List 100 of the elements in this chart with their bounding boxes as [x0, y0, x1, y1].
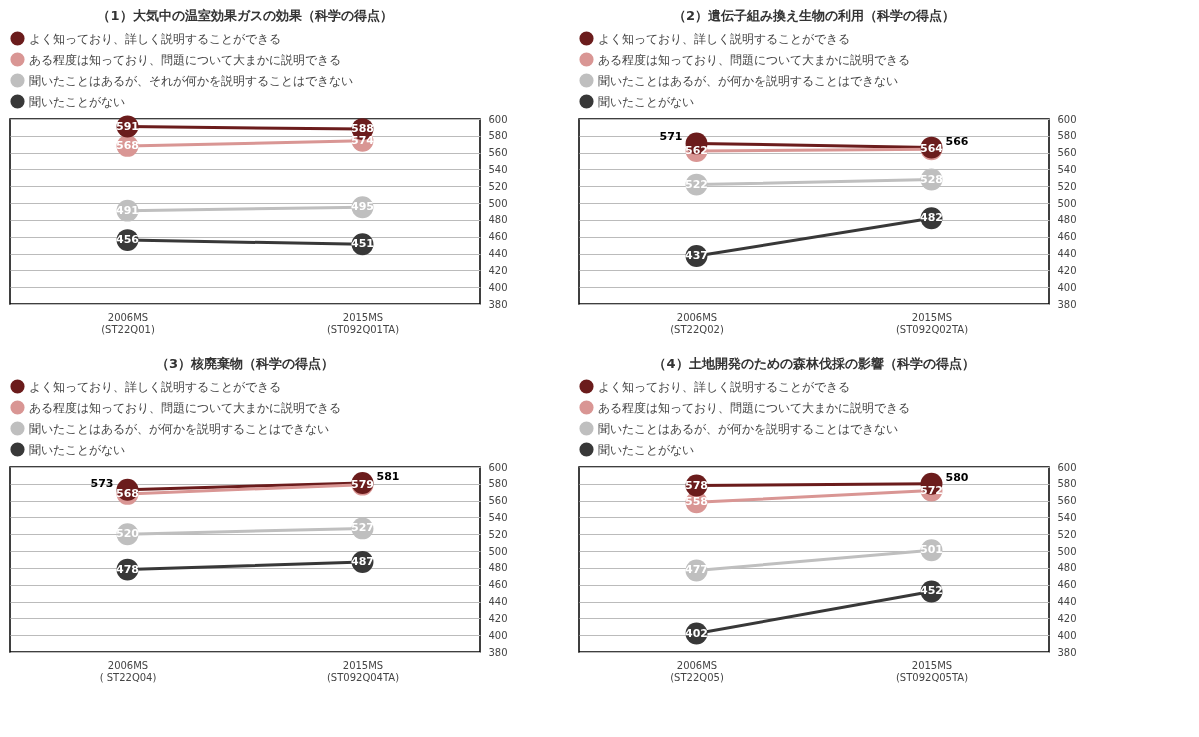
y-tick-label: 580 [488, 478, 508, 490]
data-label: 572 [920, 483, 943, 497]
data-label: 581 [376, 469, 400, 483]
y-tick-label: 560 [1057, 147, 1077, 159]
y-tick-label: 500 [488, 545, 508, 557]
y-tick-label: 400 [1057, 281, 1077, 293]
data-label: 578 [685, 478, 708, 492]
legend-label: よく知っており、詳しく説明することができる [598, 379, 850, 394]
x-tick-label: 2015MS (ST092Q05TA) [895, 659, 969, 683]
legend-label: 聞いたことがない [598, 442, 694, 457]
data-label: 528 [920, 172, 943, 186]
y-tick-label: 480 [488, 562, 508, 574]
data-label: 478 [116, 562, 139, 576]
data-label: 562 [685, 143, 708, 157]
data-label: 477 [685, 563, 708, 577]
y-tick-label: 520 [488, 180, 508, 192]
data-label: 580 [945, 470, 969, 484]
y-tick-label: 540 [488, 163, 508, 175]
data-label: 451 [351, 237, 374, 251]
y-tick-label: 500 [488, 197, 508, 209]
legend-label: よく知っており、詳しく説明することができる [29, 379, 281, 394]
y-tick-label: 480 [488, 214, 508, 226]
data-label: 566 [945, 134, 969, 148]
y-tick-label: 420 [488, 264, 508, 276]
legend-label: ある程度は知っており、問題について大まかに説明できる [29, 400, 341, 415]
y-tick-label: 380 [1057, 646, 1077, 658]
data-label: 487 [351, 555, 374, 569]
legend-label: 聞いたことがない [598, 94, 694, 109]
data-label: 437 [685, 249, 708, 263]
y-tick-label: 480 [1057, 562, 1077, 574]
data-label: 573 [90, 476, 114, 490]
chart-title: （2）遺伝子組み換え生物の利用（科学の得点） [672, 8, 956, 23]
y-tick-label: 560 [1057, 495, 1077, 507]
x-tick-label: 2006MS (ST22Q01) [101, 311, 155, 335]
y-tick-label: 440 [488, 596, 508, 608]
data-label: 520 [116, 527, 140, 541]
legend-label: 聞いたことがない [29, 94, 125, 109]
legend-label: 聞いたことはあるが、それが何かを説明することはできない [29, 73, 353, 88]
y-tick-label: 540 [488, 511, 508, 523]
data-label: 495 [351, 200, 374, 214]
data-label: 402 [685, 626, 708, 640]
y-tick-label: 380 [488, 298, 508, 310]
data-label: 579 [351, 477, 374, 491]
y-tick-label: 580 [488, 130, 508, 142]
y-tick-label: 400 [488, 629, 508, 641]
data-label: 456 [116, 233, 140, 247]
y-tick-label: 460 [1057, 579, 1077, 591]
y-tick-label: 520 [1057, 528, 1077, 540]
legend-label: よく知っており、詳しく説明することができる [29, 31, 281, 46]
x-tick-label: 2015MS (ST092Q02TA) [895, 311, 969, 335]
y-tick-label: 560 [488, 147, 508, 159]
y-tick-label: 420 [488, 612, 508, 624]
y-tick-label: 500 [1057, 545, 1077, 557]
y-tick-label: 500 [1057, 197, 1077, 209]
y-tick-label: 520 [488, 528, 508, 540]
y-tick-label: 540 [1057, 163, 1077, 175]
y-tick-label: 380 [488, 646, 508, 658]
legend-label: ある程度は知っており、問題について大まかに説明できる [598, 400, 910, 415]
y-tick-label: 600 [488, 113, 508, 125]
y-tick-label: 520 [1057, 180, 1077, 192]
y-tick-label: 380 [1057, 298, 1077, 310]
chart-title: （3）核廃棄物（科学の得点） [155, 356, 335, 371]
y-tick-label: 560 [488, 495, 508, 507]
x-tick-label: 2015MS (ST092Q04TA) [326, 659, 400, 683]
chart-title: （4）土地開発のための森林伐採の影響（科学の得点） [653, 356, 975, 371]
data-label: 491 [116, 203, 139, 217]
y-tick-label: 580 [1057, 478, 1077, 490]
data-label: 522 [685, 177, 708, 191]
data-label: 571 [659, 130, 683, 144]
data-label: 452 [920, 584, 943, 598]
y-tick-label: 600 [1057, 113, 1077, 125]
legend-label: 聞いたことはあるが、が何かを説明することはできない [598, 421, 898, 436]
y-tick-label: 420 [1057, 264, 1077, 276]
y-tick-label: 600 [1057, 461, 1077, 473]
y-tick-label: 440 [488, 248, 508, 260]
x-tick-label: 2006MS (ST22Q02) [670, 311, 724, 335]
legend-label: 聞いたことがない [29, 442, 125, 457]
legend-label: 聞いたことはあるが、が何かを説明することはできない [29, 421, 329, 436]
data-label: 568 [116, 138, 139, 152]
y-tick-label: 440 [1057, 596, 1077, 608]
data-label: 482 [920, 211, 943, 225]
legend-label: ある程度は知っており、問題について大まかに説明できる [598, 52, 910, 67]
data-label: 568 [116, 486, 139, 500]
legend-label: よく知っており、詳しく説明することができる [598, 31, 850, 46]
y-tick-label: 540 [1057, 511, 1077, 523]
legend-label: 聞いたことはあるが、が何かを説明することはできない [598, 73, 898, 88]
data-label: 501 [920, 543, 943, 557]
y-tick-label: 400 [488, 281, 508, 293]
data-label: 591 [116, 119, 139, 133]
data-label: 527 [351, 521, 374, 535]
y-tick-label: 580 [1057, 130, 1077, 142]
y-tick-label: 480 [1057, 214, 1077, 226]
y-tick-label: 460 [488, 579, 508, 591]
x-tick-label: 2015MS (ST092Q01TA) [326, 311, 400, 335]
chart-title: （1）大気中の温室効果ガスの効果（科学の得点） [97, 8, 393, 23]
y-tick-label: 460 [488, 231, 508, 243]
y-tick-label: 420 [1057, 612, 1077, 624]
y-tick-label: 600 [488, 461, 508, 473]
data-label: 564 [920, 142, 944, 156]
x-tick-label: 2006MS ( ST22Q04) [99, 659, 157, 683]
